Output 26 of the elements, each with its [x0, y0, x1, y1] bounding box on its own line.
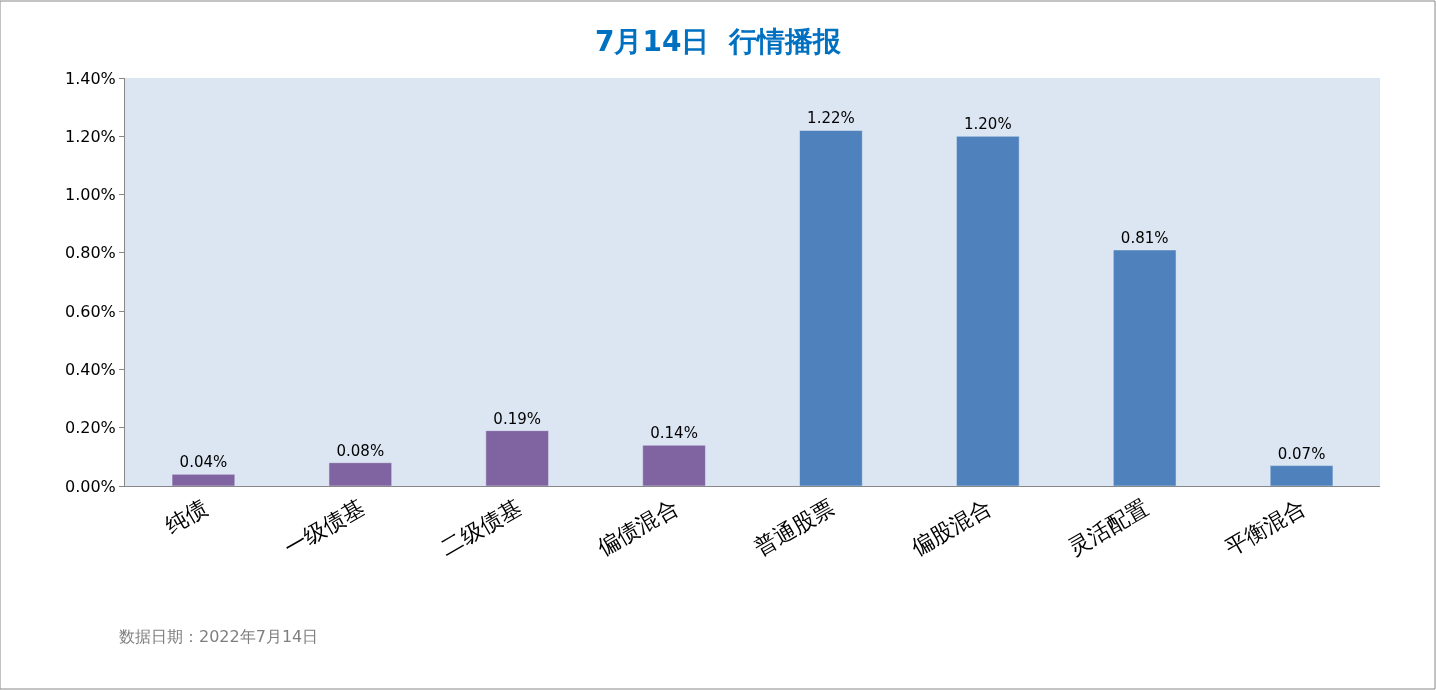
x-tick-label: 偏股混合	[907, 494, 996, 561]
data-label: 0.07%	[1277, 444, 1326, 463]
data-label: 1.20%	[963, 115, 1012, 134]
text: 数据日期：2022年7月14日	[119, 627, 319, 646]
x-tick-label: 偏债混合	[593, 494, 683, 561]
y-tick-label: 0.20%	[64, 418, 116, 438]
data-label: 0.14%	[650, 424, 698, 443]
data-label: 0.81%	[1120, 228, 1169, 247]
data-label: 0.04%	[179, 453, 228, 472]
chart-title: 7月14日 行情播报	[595, 25, 842, 59]
x-tick-label: 灵活配置	[1063, 494, 1153, 561]
y-tick-label: 0.80%	[64, 243, 116, 263]
x-tick-label: 纯债	[160, 494, 212, 539]
y-tick-label: 1.20%	[64, 126, 116, 146]
y-tick-label: 0.40%	[64, 360, 116, 380]
data-label: 0.19%	[493, 409, 542, 428]
x-tick-label: 平衡混合	[1220, 494, 1310, 561]
data-label: 0.08%	[336, 441, 385, 460]
x-tick-label: 一级债基	[279, 494, 369, 561]
x-tick-label: 普通股票	[750, 494, 839, 561]
data-label: 1.22%	[807, 109, 855, 128]
y-tick-label: 1.00%	[64, 185, 116, 205]
y-tick-label: 0.00%	[64, 476, 116, 496]
y-tick-label: 1.40%	[64, 68, 116, 88]
x-tick-label: 二级债基	[436, 494, 526, 561]
y-tick-label: 0.60%	[64, 301, 116, 321]
